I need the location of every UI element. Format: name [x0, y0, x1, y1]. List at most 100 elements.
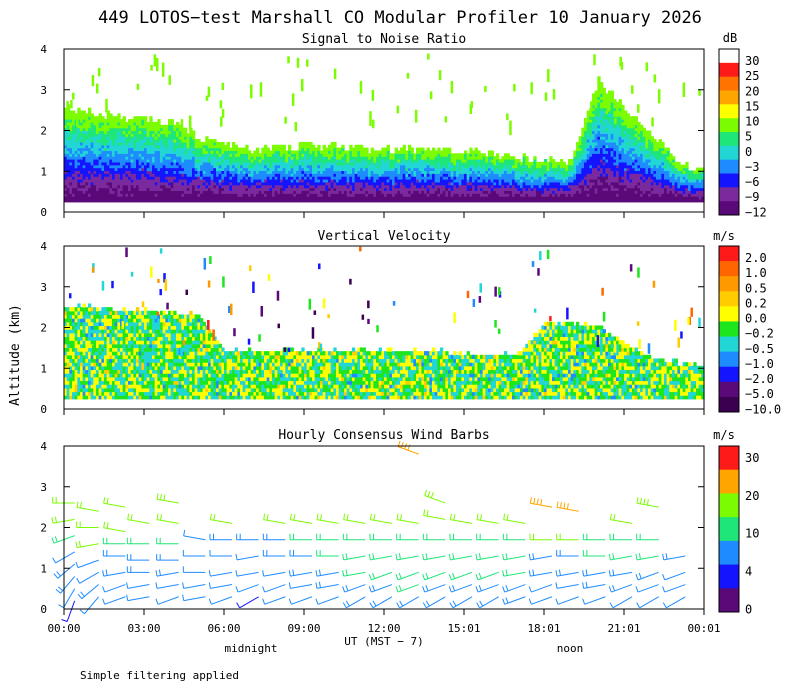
snr-cell: [554, 167, 558, 172]
snr-cell: [213, 170, 217, 174]
snr-cell: [578, 156, 582, 160]
snr-cell: [304, 187, 308, 192]
snr-cell: [298, 147, 302, 152]
snr-cell: [512, 176, 516, 180]
snr-cell: [122, 193, 126, 197]
snr-cell: [328, 176, 332, 180]
snr-cell: [261, 170, 265, 174]
snr-cell: [213, 141, 217, 146]
snr-cell: [434, 198, 438, 203]
snr-cell: [194, 164, 198, 169]
snr-cell: [197, 139, 201, 143]
snr-cell: [69, 184, 73, 189]
snr-cell: [117, 139, 121, 143]
snr-cell: [74, 133, 78, 137]
snr-cell: [573, 167, 577, 172]
snr-cell: [576, 156, 580, 160]
snr-cell: [442, 156, 446, 160]
snr-cell: [122, 119, 126, 123]
snr-cell: [277, 173, 281, 177]
snr-cell: [149, 136, 153, 140]
snr-cell: [445, 184, 449, 189]
snr-cell: [264, 156, 268, 160]
snr-cell: [264, 144, 268, 149]
snr-cell: [120, 176, 124, 180]
snr-cell: [349, 190, 353, 194]
snr-cell: [213, 147, 217, 152]
snr-cell: [98, 181, 102, 186]
snr-cell: [104, 184, 108, 189]
snr-cell: [157, 119, 161, 123]
snr-cell: [402, 161, 406, 166]
snr-cell: [112, 167, 116, 172]
snr-cell: [450, 198, 454, 203]
snr-cell: [496, 193, 500, 197]
snr-cell: [168, 136, 172, 140]
snr-cell: [72, 113, 76, 117]
snr-cell: [354, 181, 358, 186]
snr-cell: [173, 156, 177, 160]
snr-cell: [192, 161, 196, 166]
snr-cell: [528, 161, 532, 166]
snr-cell: [600, 119, 604, 123]
snr-cell: [224, 167, 228, 172]
snr-cell: [173, 187, 177, 192]
snr-cell: [325, 198, 329, 203]
snr-cell: [178, 181, 182, 186]
snr-cell: [96, 139, 100, 143]
snr-cell: [74, 153, 78, 157]
snr-cell: [122, 159, 126, 163]
snr-cell: [282, 159, 286, 163]
snr-cell: [493, 193, 497, 197]
snr-cell: [597, 187, 601, 192]
snr-cell: [218, 187, 222, 192]
snr-cell: [592, 124, 596, 129]
snr-cell: [173, 141, 177, 146]
snr-cell: [117, 121, 121, 126]
snr-cell: [170, 127, 174, 132]
snr-cell: [506, 176, 510, 180]
snr-cell: [245, 176, 249, 180]
snr-cell: [576, 147, 580, 152]
snr-cell: [469, 173, 473, 177]
snr-cell: [264, 196, 268, 200]
snr-cell: [392, 193, 396, 197]
snr-cell: [141, 127, 145, 132]
snr-cell: [96, 193, 100, 197]
snr-cell: [224, 173, 228, 177]
snr-cell: [154, 150, 158, 154]
snr-cell: [285, 178, 289, 183]
snr-cell: [512, 170, 516, 174]
snr-cell: [648, 130, 652, 134]
snr-cell: [160, 196, 164, 200]
snr-cell: [592, 161, 596, 166]
snr-cell: [72, 184, 76, 189]
snr-cell: [413, 190, 417, 194]
snr-cell: [381, 198, 385, 203]
snr-cell: [554, 181, 558, 186]
snr-cell: [64, 116, 68, 120]
snr-cell: [301, 187, 305, 192]
snr-cell: [392, 170, 396, 174]
snr-cell: [373, 161, 377, 166]
snr-cell: [517, 161, 521, 166]
snr-cell: [602, 141, 606, 146]
snr-cell: [101, 161, 105, 166]
snr-cell: [362, 190, 366, 194]
snr-cell: [229, 170, 233, 174]
snr-cell: [114, 167, 118, 172]
snr-cell: [602, 110, 606, 114]
snr-cell: [384, 161, 388, 166]
snr-cell: [440, 164, 444, 169]
snr-cell: [74, 176, 78, 180]
snr-cell: [160, 173, 164, 177]
snr-cell: [584, 130, 588, 134]
snr-cell: [336, 181, 340, 186]
snr-cell: [365, 176, 369, 180]
snr-cell: [77, 119, 81, 123]
snr-cell: [277, 153, 281, 157]
snr-cell: [360, 184, 364, 189]
snr-cell: [448, 178, 452, 183]
snr-cell: [370, 190, 374, 194]
snr-cell: [549, 159, 553, 163]
